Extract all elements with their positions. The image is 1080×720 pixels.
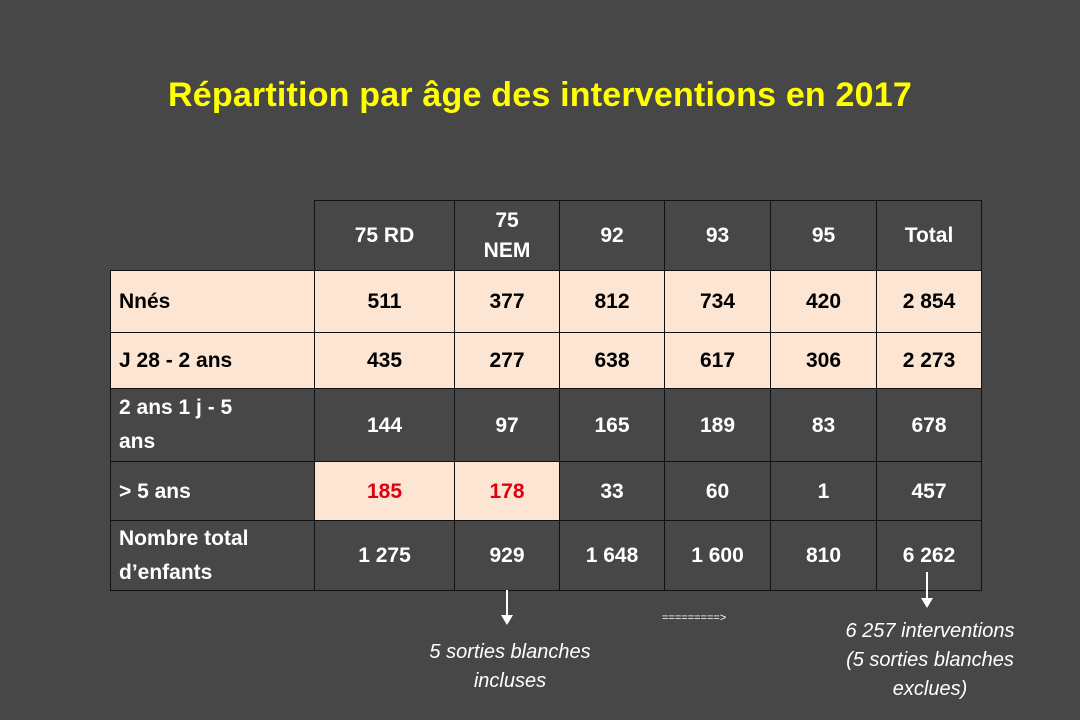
table-row: Nombre total d’enfants 1 275 929 1 648 1… bbox=[110, 520, 982, 591]
table-cell-highlighted: 178 bbox=[454, 461, 560, 521]
table-cell: 1 bbox=[770, 461, 877, 521]
table-cell: 435 bbox=[314, 332, 455, 389]
row-label: > 5 ans bbox=[110, 461, 315, 521]
table-cell: 377 bbox=[454, 270, 560, 333]
table-cell: 97 bbox=[454, 388, 560, 462]
table-cell: 165 bbox=[559, 388, 665, 462]
note-right: 6 257 interventions (5 sorties blanches … bbox=[845, 620, 1015, 700]
table-cell: 734 bbox=[664, 270, 771, 333]
table-cell: 511 bbox=[314, 270, 455, 333]
arrow-down-icon bbox=[926, 572, 928, 600]
row-label: 2 ans 1 j - 5 ans bbox=[110, 388, 315, 462]
column-header: 95 bbox=[770, 200, 877, 271]
note-left: 5 sorties blanches incluses bbox=[429, 641, 591, 692]
table-cell: 617 bbox=[664, 332, 771, 389]
arrow-head-icon bbox=[921, 598, 933, 608]
table-cell: 2 273 bbox=[876, 332, 982, 389]
table-cell: 306 bbox=[770, 332, 877, 389]
table-cell: 1 600 bbox=[664, 520, 771, 591]
table-cell: 33 bbox=[559, 461, 665, 521]
table-cell: 6 262 bbox=[876, 520, 982, 591]
table-cell: 810 bbox=[770, 520, 877, 591]
table-cell: 1 648 bbox=[559, 520, 665, 591]
table-header-row: 75 RD 75 NEM 92 93 95 Total bbox=[110, 200, 982, 271]
table-row: Nnés 511 377 812 734 420 2 854 bbox=[110, 270, 982, 333]
table-cell: 189 bbox=[664, 388, 771, 462]
column-header: 92 bbox=[559, 200, 665, 271]
row-label: Nombre total d’enfants bbox=[110, 520, 315, 591]
table-cell: 2 854 bbox=[876, 270, 982, 333]
table-cell: 929 bbox=[454, 520, 560, 591]
table-cell: 812 bbox=[559, 270, 665, 333]
table-row: J 28 - 2 ans 435 277 638 617 306 2 273 bbox=[110, 332, 982, 389]
table-cell: 277 bbox=[454, 332, 560, 389]
table-cell: 420 bbox=[770, 270, 877, 333]
table-row: > 5 ans 185 178 33 60 1 457 bbox=[110, 461, 982, 521]
column-header: Total bbox=[876, 200, 982, 271]
table-cell: 457 bbox=[876, 461, 982, 521]
table-cell: 638 bbox=[559, 332, 665, 389]
column-header: 75 NEM bbox=[454, 200, 560, 271]
table-cell: 83 bbox=[770, 388, 877, 462]
slide-title: Répartition par âge des interventions en… bbox=[167, 76, 912, 114]
row-label: J 28 - 2 ans bbox=[110, 332, 315, 389]
arrow-down-icon bbox=[506, 590, 508, 618]
arrow-head-icon bbox=[501, 615, 513, 625]
table-row: 2 ans 1 j - 5 ans 144 97 165 189 83 678 bbox=[110, 388, 982, 462]
table-cell: 144 bbox=[314, 388, 455, 462]
interventions-table: 75 RD 75 NEM 92 93 95 Total Nnés 511 377… bbox=[110, 200, 982, 591]
connector-arrow-text: =========> bbox=[662, 612, 727, 624]
column-header: 93 bbox=[664, 200, 771, 271]
row-label: Nnés bbox=[110, 270, 315, 333]
table-cell: 678 bbox=[876, 388, 982, 462]
column-header: 75 RD bbox=[314, 200, 455, 271]
table-cell-highlighted: 185 bbox=[314, 461, 455, 521]
table-corner-cell bbox=[110, 200, 315, 271]
table-cell: 60 bbox=[664, 461, 771, 521]
table-cell: 1 275 bbox=[314, 520, 455, 591]
